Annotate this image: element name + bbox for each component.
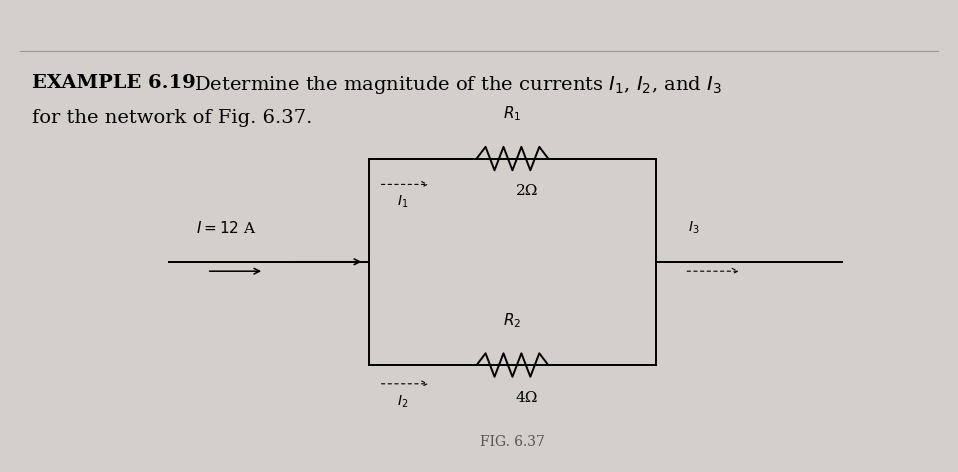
Text: $I = 12$ A: $I = 12$ A [195,220,256,236]
Text: for the network of Fig. 6.37.: for the network of Fig. 6.37. [32,110,312,127]
Text: $I_2$: $I_2$ [397,393,408,410]
Text: FIG. 6.37: FIG. 6.37 [480,436,545,449]
Text: EXAMPLE 6.19: EXAMPLE 6.19 [32,74,195,92]
Text: $I_3$: $I_3$ [688,219,699,236]
Text: Determine the magnitude of the currents $I_1$, $I_2$, and $I_3$: Determine the magnitude of the currents … [188,74,721,96]
Text: $R_1$: $R_1$ [503,105,521,123]
Text: $I_1$: $I_1$ [397,194,408,210]
Text: $R_2$: $R_2$ [503,311,521,330]
Text: 4Ω: 4Ω [515,391,538,405]
Text: 2Ω: 2Ω [515,185,538,198]
